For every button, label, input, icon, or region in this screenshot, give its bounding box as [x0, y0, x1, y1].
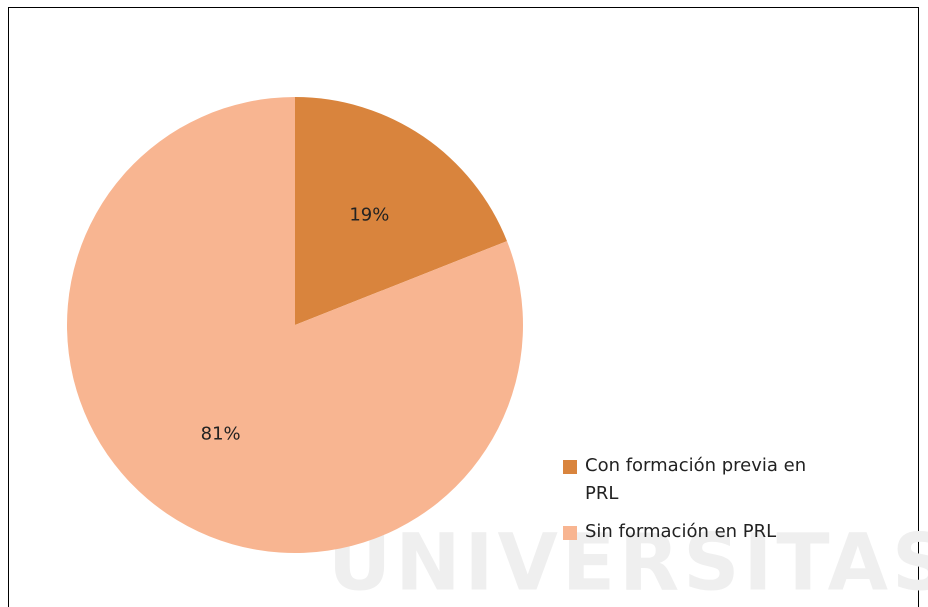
legend-swatch — [563, 460, 577, 474]
chart-frame — [8, 7, 919, 607]
legend-item: Sin formación en PRL — [563, 518, 835, 546]
pie-slice — [295, 97, 507, 325]
data-label: 19% — [349, 205, 389, 226]
legend: Con formación previa en PRL Sin formación… — [563, 452, 853, 556]
data-label: 81% — [201, 423, 241, 444]
legend-item: Con formación previa en PRL — [563, 452, 835, 508]
watermark: UNIVERSITAS — [328, 518, 928, 601]
legend-swatch — [563, 526, 577, 540]
legend-label: Sin formación en PRL — [585, 521, 777, 542]
pie-slice — [66, 97, 524, 554]
legend-label: Con formación previa en PRL — [585, 455, 807, 504]
